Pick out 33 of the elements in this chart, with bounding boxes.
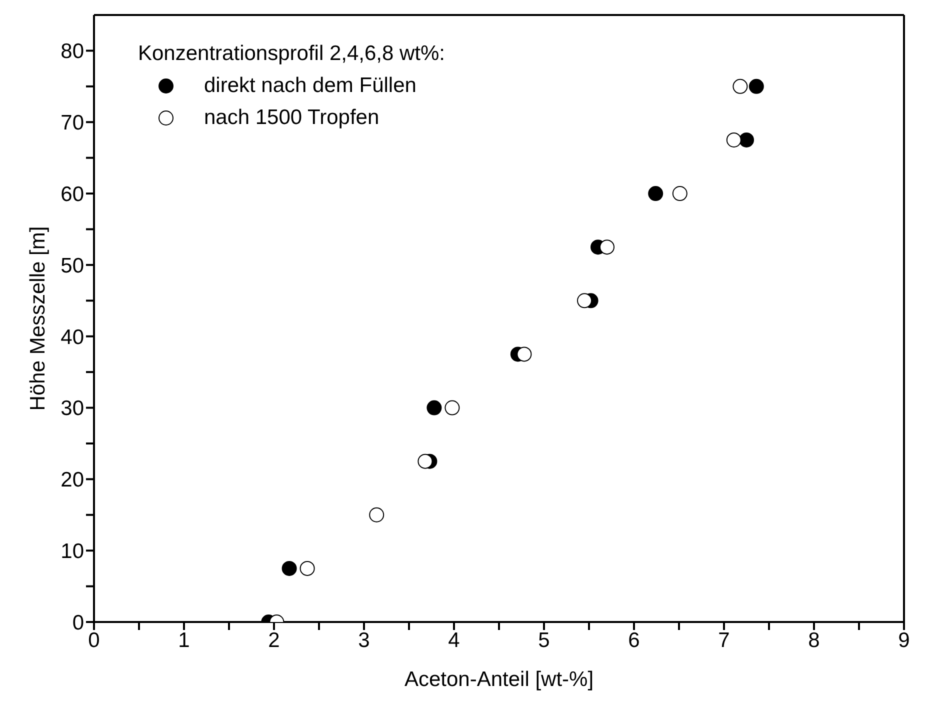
x-tick-label: 8 bbox=[808, 628, 820, 652]
legend-title: Konzentrationsprofil 2,4,6,8 wt%: bbox=[138, 41, 446, 67]
x-tick-label: 5 bbox=[538, 628, 550, 652]
x-tick-label: 2 bbox=[268, 628, 280, 652]
point bbox=[426, 400, 442, 416]
x-tick-label: 6 bbox=[628, 628, 640, 652]
point bbox=[282, 560, 297, 576]
point bbox=[577, 293, 592, 308]
y-tick-label: 30 bbox=[60, 397, 84, 420]
y-tick-label: 50 bbox=[60, 254, 84, 278]
y-tick-label: 20 bbox=[60, 468, 84, 492]
y-tick-label: 70 bbox=[60, 112, 84, 135]
y-tick-label: 40 bbox=[60, 326, 84, 349]
x-tick-label: 3 bbox=[358, 628, 370, 652]
point bbox=[516, 346, 532, 362]
legend-label: nach 1500 Tropfen bbox=[204, 105, 380, 131]
y-axis-title: Höhe Messzelle [m] bbox=[26, 226, 50, 411]
point bbox=[648, 186, 664, 202]
y-tick-label: 80 bbox=[60, 40, 84, 64]
point bbox=[600, 240, 614, 255]
x-axis-title: Aceton-Anteil [wt-%] bbox=[404, 668, 594, 691]
point bbox=[418, 454, 433, 469]
y-tick-label: 60 bbox=[60, 182, 84, 206]
y-tick-label: 0 bbox=[72, 611, 84, 634]
legend-label: direkt nach dem Füllen bbox=[204, 73, 416, 99]
x-tick-label: 0 bbox=[88, 628, 100, 652]
x-tick-label: 1 bbox=[178, 628, 190, 652]
x-tick-label: 7 bbox=[718, 628, 730, 652]
y-tick-label: 10 bbox=[60, 540, 84, 564]
point bbox=[748, 78, 764, 94]
point bbox=[739, 132, 754, 148]
x-tick-label: 4 bbox=[448, 628, 460, 652]
x-tick-label: 9 bbox=[898, 628, 910, 652]
